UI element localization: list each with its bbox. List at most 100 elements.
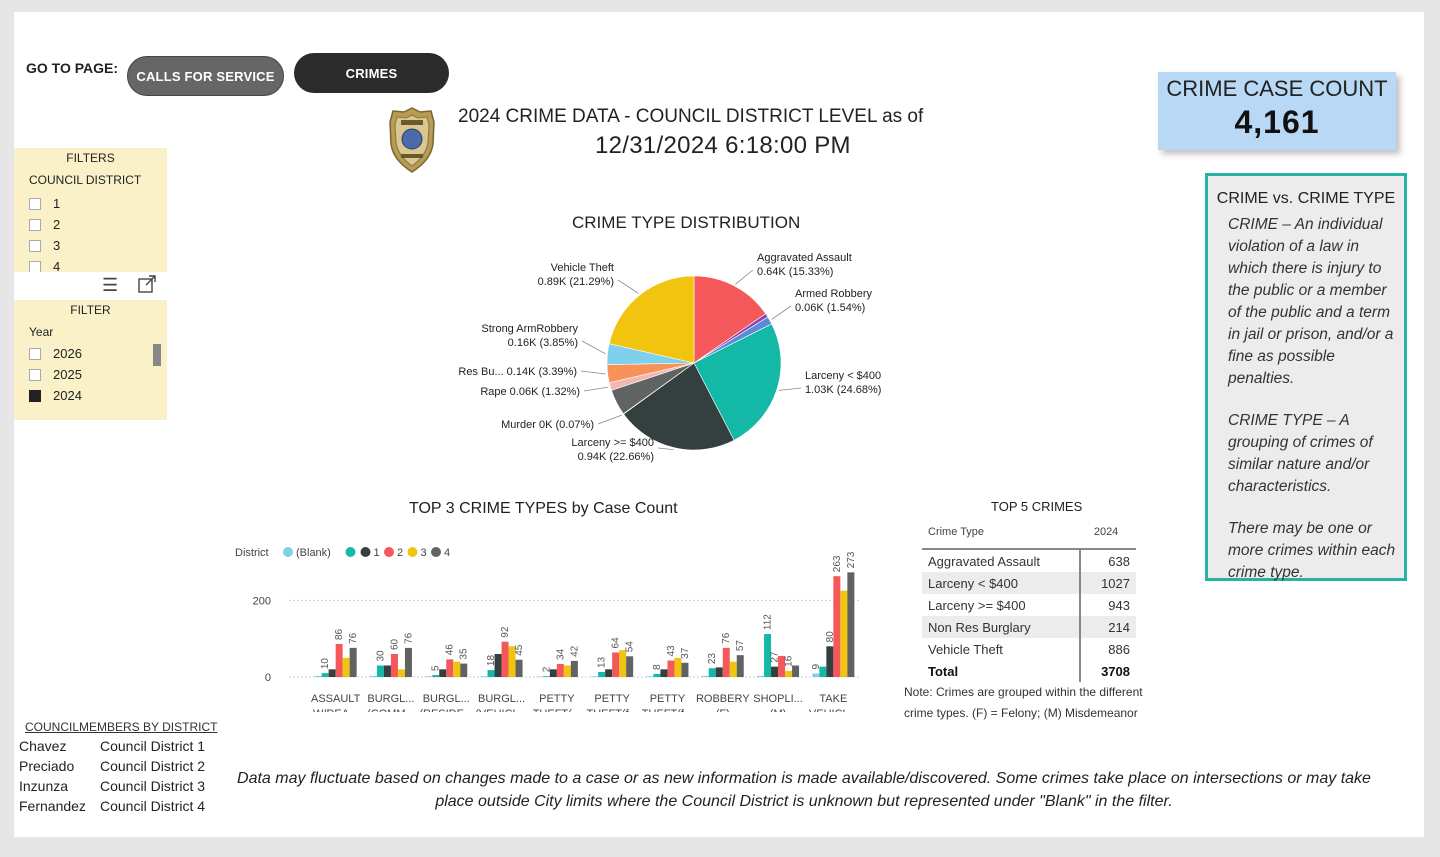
bar[interactable] (494, 654, 502, 677)
bar[interactable] (487, 670, 495, 677)
district-option-3[interactable]: 3 (14, 235, 167, 256)
bar[interactable] (660, 669, 668, 677)
bar[interactable] (480, 676, 488, 677)
filter-lines-icon[interactable]: ☰ (102, 275, 119, 295)
table-row[interactable]: Larceny < $400 1027 (922, 572, 1136, 594)
table-row[interactable]: Aggravated Assault 638 (922, 549, 1136, 572)
bar[interactable] (612, 652, 620, 677)
calls-for-service-button[interactable]: CALLS FOR SERVICE (127, 56, 284, 96)
bar[interactable] (785, 670, 793, 677)
bar[interactable] (321, 673, 329, 677)
bar[interactable] (501, 641, 509, 677)
bar[interactable] (342, 657, 350, 677)
bar[interactable] (556, 663, 564, 677)
year-scrollbar[interactable] (153, 344, 161, 366)
year-option-2024[interactable]: 2024 (14, 385, 167, 406)
district-checkbox[interactable] (29, 197, 41, 210)
bar[interactable] (432, 675, 440, 677)
district-checkbox[interactable] (29, 218, 41, 231)
year-checkbox[interactable] (29, 368, 41, 381)
x-tick-label: ASSAULT (311, 693, 361, 705)
bar[interactable] (646, 676, 654, 677)
district-checkbox[interactable] (29, 260, 41, 272)
pie-slice[interactable] (623, 362, 735, 451)
bar[interactable] (515, 659, 523, 677)
bar[interactable] (390, 654, 398, 677)
bar[interactable] (549, 669, 557, 677)
bar[interactable] (771, 666, 779, 677)
bar[interactable] (667, 660, 675, 677)
councilmember-district: Council District 3 (100, 778, 206, 794)
bar[interactable] (535, 676, 543, 678)
pie-slice[interactable] (693, 275, 767, 364)
bar[interactable] (563, 665, 571, 678)
bar[interactable] (605, 669, 613, 677)
district-option-1[interactable]: 1 (14, 193, 167, 214)
bar[interactable] (460, 663, 468, 677)
bar[interactable] (778, 655, 786, 677)
expand-icon[interactable] (137, 274, 157, 294)
pie-slice[interactable] (608, 275, 695, 364)
table-row[interactable]: Larceny >= $400 943 (922, 594, 1136, 616)
legend-swatch[interactable] (360, 547, 371, 557)
bar[interactable] (826, 646, 834, 677)
legend-swatch[interactable] (345, 547, 356, 557)
bar-value-label: 60 (389, 638, 400, 650)
pie-slice[interactable] (693, 323, 782, 441)
district-checkbox[interactable] (29, 239, 41, 252)
bar[interactable] (764, 634, 772, 677)
bar[interactable] (439, 669, 447, 677)
bar[interactable] (404, 647, 412, 677)
bar[interactable] (598, 672, 606, 677)
bar[interactable] (736, 655, 744, 677)
bar[interactable] (619, 650, 627, 677)
crimes-button[interactable]: CRIMES (294, 53, 449, 93)
year-checkbox[interactable] (29, 389, 41, 402)
top5-col-crime-type[interactable]: Crime Type (922, 522, 1080, 550)
bar[interactable] (349, 647, 357, 677)
bar[interactable] (446, 659, 454, 677)
councilmember-row: Inzunza Council District 3 (19, 778, 205, 798)
bar[interactable] (508, 646, 516, 677)
bar[interactable] (369, 675, 377, 677)
bar[interactable] (729, 661, 737, 677)
legend-swatch[interactable] (407, 547, 418, 557)
bar[interactable] (626, 656, 634, 677)
bar[interactable] (847, 572, 855, 677)
bar[interactable] (792, 665, 800, 678)
bar[interactable] (757, 675, 765, 677)
legend-swatch[interactable] (283, 547, 293, 557)
legend-swatch[interactable] (431, 547, 441, 557)
bar[interactable] (653, 673, 661, 677)
bar[interactable] (542, 676, 550, 677)
bar[interactable] (701, 675, 709, 677)
year-option-2026[interactable]: 2026 (14, 343, 167, 364)
bar[interactable] (812, 673, 820, 677)
top5-col-year[interactable]: 2024 (1079, 522, 1136, 550)
bar[interactable] (708, 668, 716, 677)
year-checkbox[interactable] (29, 347, 41, 360)
bar[interactable] (425, 676, 433, 677)
district-option-4[interactable]: 4 (14, 256, 167, 272)
bar[interactable] (833, 576, 841, 677)
bar[interactable] (397, 669, 405, 677)
bar[interactable] (715, 667, 723, 677)
table-row[interactable]: Vehicle Theft 886 (922, 638, 1136, 660)
bar[interactable] (453, 661, 461, 677)
bar[interactable] (840, 590, 848, 677)
bar[interactable] (314, 675, 322, 677)
bar[interactable] (376, 665, 384, 678)
bar[interactable] (591, 676, 599, 677)
bar[interactable] (681, 662, 689, 677)
bar[interactable] (570, 660, 578, 677)
year-option-2025[interactable]: 2025 (14, 364, 167, 385)
bar[interactable] (819, 666, 827, 677)
bar[interactable] (383, 665, 391, 678)
bar[interactable] (328, 669, 336, 677)
district-option-2[interactable]: 2 (14, 214, 167, 235)
table-row[interactable]: Non Res Burglary 214 (922, 616, 1136, 638)
bar[interactable] (335, 644, 343, 677)
bar[interactable] (722, 647, 730, 677)
bar[interactable] (674, 657, 682, 677)
legend-swatch[interactable] (384, 547, 394, 557)
